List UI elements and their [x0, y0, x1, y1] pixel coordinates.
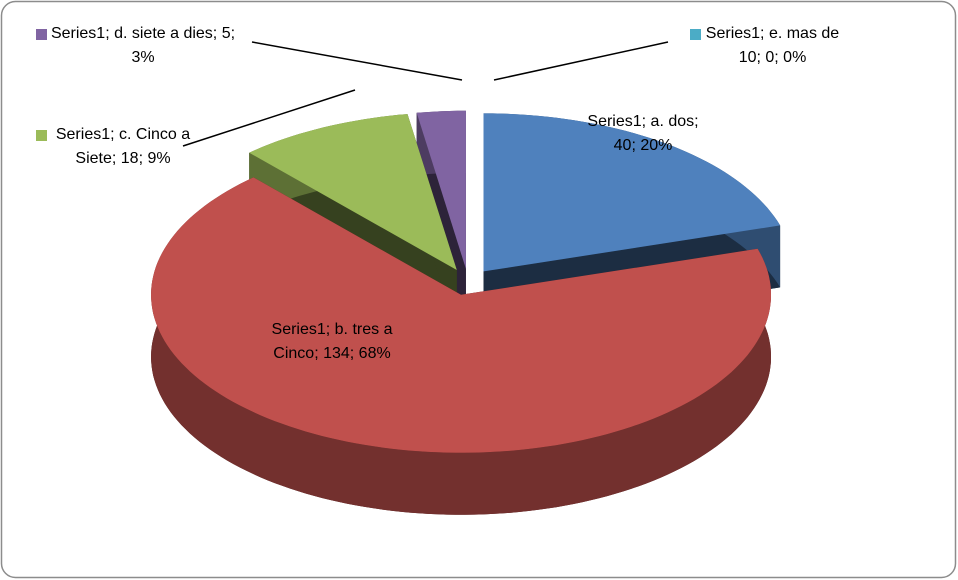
- label-key: [36, 29, 47, 40]
- slice-tops: [151, 110, 781, 453]
- data-label: Series1; e. mas de 10; 0; 0%: [705, 25, 840, 66]
- data-label: Series1; d. siete a dies; 5; 3%: [50, 25, 236, 66]
- slice-top: [416, 110, 466, 269]
- leader-line: [251, 41, 463, 81]
- label-key: [690, 29, 701, 40]
- slice-top: [249, 114, 457, 270]
- data-label: Series1; c. Cinco a Siete; 18; 9%: [55, 126, 191, 167]
- slice-top: [151, 177, 771, 453]
- data-label: Series1; a. dos; 40; 20%: [587, 113, 699, 154]
- leader-lines: [182, 41, 669, 147]
- label-key: [36, 130, 47, 141]
- data-label: Series1; b. tres a Cinco; 134; 68%: [271, 321, 393, 362]
- leader-line: [493, 41, 669, 81]
- leader-line: [182, 89, 356, 147]
- slice-top: [483, 113, 781, 272]
